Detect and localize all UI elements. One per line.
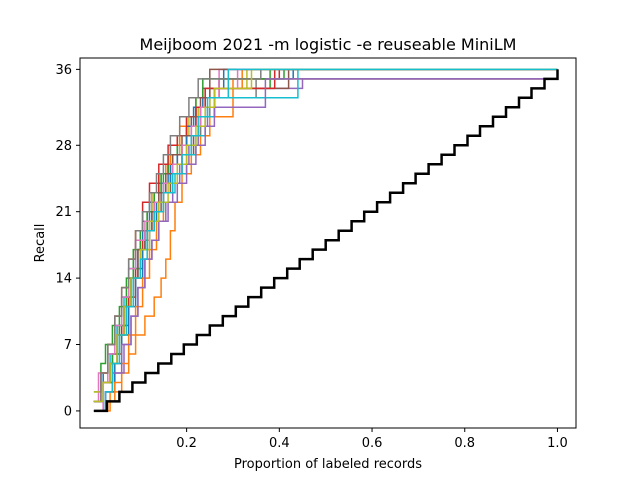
y-tick-label: 28 xyxy=(55,139,72,154)
plot-frame xyxy=(79,57,577,429)
x-tick-label: 0.2 xyxy=(176,436,197,451)
y-axis-ticks: 0 7 14 21 28 36 xyxy=(55,63,80,419)
y-axis-label: Recall xyxy=(33,224,48,263)
x-tick-label: 0.4 xyxy=(269,436,290,451)
y-tick-label: 14 xyxy=(55,272,72,287)
chart-title: Meijboom 2021 -m logistic -e reuseable M… xyxy=(140,35,517,54)
y-tick-label: 36 xyxy=(55,63,72,78)
series-layer xyxy=(93,68,559,412)
x-tick-label: 1.0 xyxy=(547,436,568,451)
x-tick-label: 0.8 xyxy=(454,436,475,451)
x-axis-ticks: 0.2 0.4 0.6 0.8 1.0 xyxy=(176,428,568,451)
y-tick-label: 0 xyxy=(64,404,72,419)
y-tick-label: 7 xyxy=(64,338,72,353)
recall-curve-20 xyxy=(93,68,558,412)
x-axis-label: Proportion of labeled records xyxy=(234,457,422,472)
y-tick-label: 21 xyxy=(55,205,72,220)
recall-curve-2 xyxy=(93,69,559,412)
random-baseline-curve xyxy=(93,69,559,413)
baseline-layer xyxy=(93,69,559,413)
recall-curve-18 xyxy=(93,68,558,403)
x-tick-label: 0.6 xyxy=(362,436,383,451)
